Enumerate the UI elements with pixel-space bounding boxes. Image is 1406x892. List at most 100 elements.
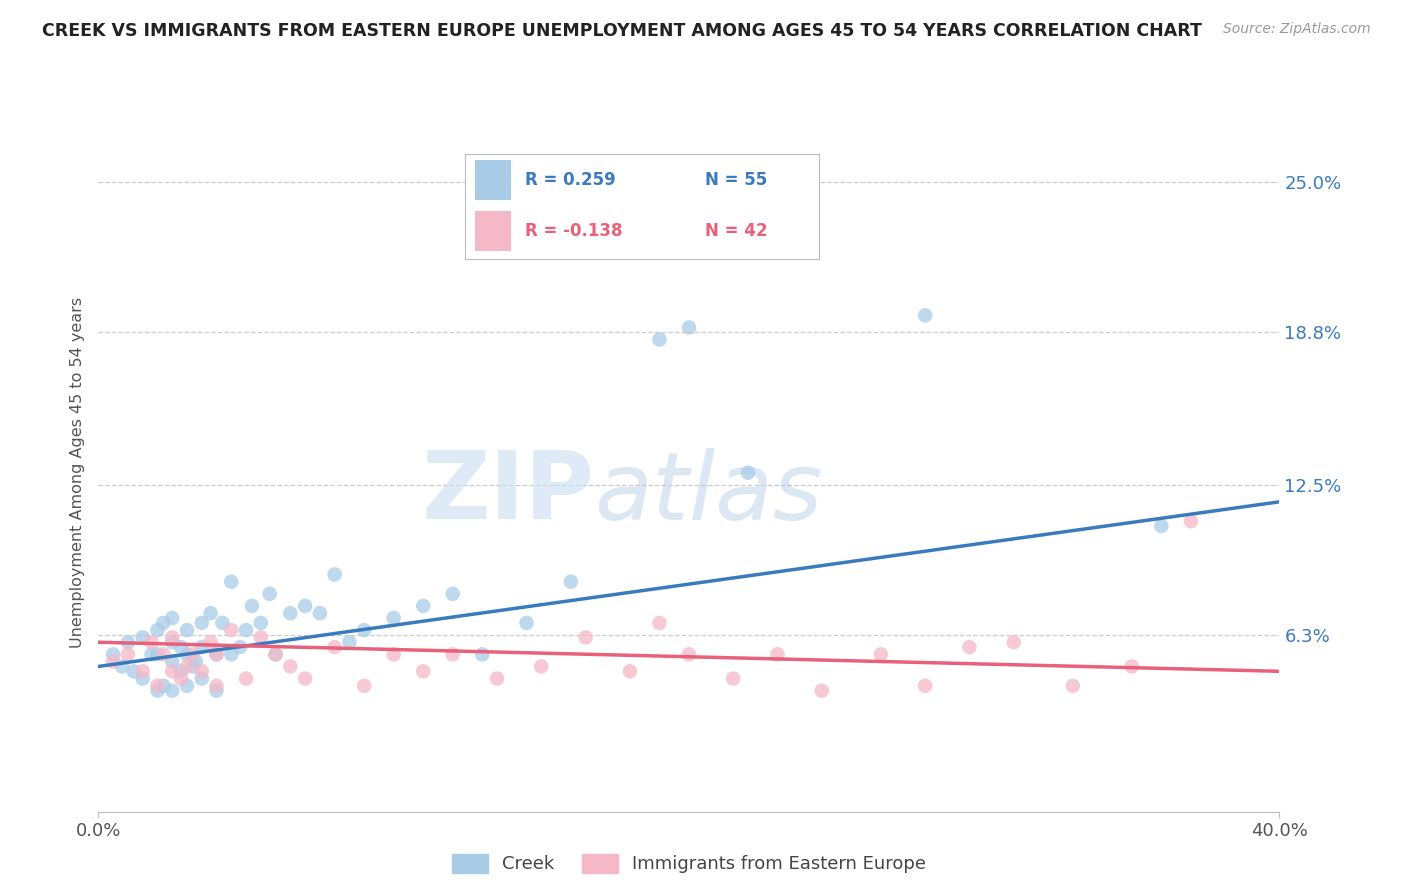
Point — [132, 665, 155, 679]
Point — [117, 648, 139, 662]
Point — [959, 640, 981, 654]
Point — [441, 648, 464, 662]
Point — [1180, 514, 1202, 528]
Point — [278, 659, 302, 673]
Point — [412, 665, 434, 679]
Point — [191, 615, 214, 630]
Point — [574, 631, 596, 645]
Point — [205, 648, 228, 662]
Point — [219, 623, 242, 637]
Point — [914, 679, 936, 693]
Point — [103, 655, 125, 669]
Point — [264, 648, 287, 662]
Point — [176, 679, 198, 693]
Point — [141, 635, 163, 649]
Point — [1062, 679, 1084, 693]
Point — [146, 648, 169, 662]
Point — [471, 648, 494, 662]
Point — [869, 648, 891, 662]
Point — [382, 611, 405, 625]
Point — [323, 640, 346, 654]
Point — [176, 623, 198, 637]
Point — [111, 659, 134, 673]
Point — [240, 599, 263, 613]
Point — [515, 615, 537, 630]
Point — [914, 309, 936, 323]
Point — [205, 683, 228, 698]
Point — [162, 635, 183, 649]
Point — [162, 665, 183, 679]
Point — [294, 672, 316, 686]
Point — [181, 648, 204, 662]
Point — [176, 648, 198, 662]
Point — [219, 574, 242, 589]
Point — [181, 659, 204, 673]
Point — [162, 655, 183, 669]
Point — [235, 623, 257, 637]
Point — [103, 648, 125, 662]
Point — [132, 631, 155, 645]
Point — [353, 623, 375, 637]
Point — [353, 679, 375, 693]
Point — [219, 648, 242, 662]
Point — [309, 606, 332, 620]
Point — [141, 648, 163, 662]
Point — [235, 672, 257, 686]
Point — [122, 665, 145, 679]
Text: atlas: atlas — [595, 448, 823, 539]
Point — [146, 679, 169, 693]
Point — [191, 665, 214, 679]
Point — [412, 599, 434, 613]
Point — [191, 640, 214, 654]
Point — [152, 679, 174, 693]
Point — [162, 611, 183, 625]
Point — [766, 648, 789, 662]
Point — [721, 672, 744, 686]
Point — [486, 672, 509, 686]
Point — [184, 655, 207, 669]
Point — [205, 648, 228, 662]
Point — [323, 567, 346, 582]
Point — [152, 615, 174, 630]
Point — [146, 683, 169, 698]
Point — [264, 648, 287, 662]
Point — [250, 631, 273, 645]
Point — [530, 659, 553, 673]
Point — [132, 672, 155, 686]
Point — [117, 635, 139, 649]
Point — [170, 672, 193, 686]
Point — [648, 615, 671, 630]
Point — [1150, 519, 1173, 533]
Point — [810, 683, 832, 698]
Point — [1121, 659, 1143, 673]
Legend: Creek, Immigrants from Eastern Europe: Creek, Immigrants from Eastern Europe — [444, 847, 934, 880]
Point — [170, 665, 193, 679]
Text: Source: ZipAtlas.com: Source: ZipAtlas.com — [1223, 22, 1371, 37]
Point — [211, 615, 233, 630]
Point — [170, 640, 193, 654]
Point — [152, 648, 174, 662]
Point — [337, 635, 360, 649]
Y-axis label: Unemployment Among Ages 45 to 54 years: Unemployment Among Ages 45 to 54 years — [69, 297, 84, 648]
Point — [737, 466, 759, 480]
Point — [678, 648, 700, 662]
Point — [560, 574, 582, 589]
Point — [678, 320, 700, 334]
Point — [146, 623, 169, 637]
Point — [619, 665, 641, 679]
Point — [294, 599, 316, 613]
Point — [250, 615, 273, 630]
Point — [648, 333, 671, 347]
Point — [191, 672, 214, 686]
Point — [382, 648, 405, 662]
Point — [441, 587, 464, 601]
Point — [200, 606, 222, 620]
Point — [176, 659, 198, 673]
Point — [259, 587, 281, 601]
Point — [200, 635, 222, 649]
Point — [162, 683, 183, 698]
Point — [1002, 635, 1025, 649]
Point — [162, 631, 183, 645]
Text: ZIP: ZIP — [422, 447, 595, 539]
Text: CREEK VS IMMIGRANTS FROM EASTERN EUROPE UNEMPLOYMENT AMONG AGES 45 TO 54 YEARS C: CREEK VS IMMIGRANTS FROM EASTERN EUROPE … — [42, 22, 1202, 40]
